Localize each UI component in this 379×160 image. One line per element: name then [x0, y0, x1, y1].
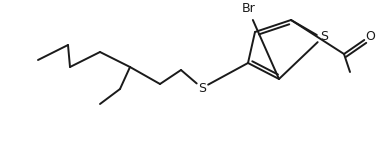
Text: S: S [320, 31, 328, 44]
Text: O: O [365, 29, 375, 43]
Text: Br: Br [242, 3, 256, 16]
Text: S: S [198, 83, 206, 96]
